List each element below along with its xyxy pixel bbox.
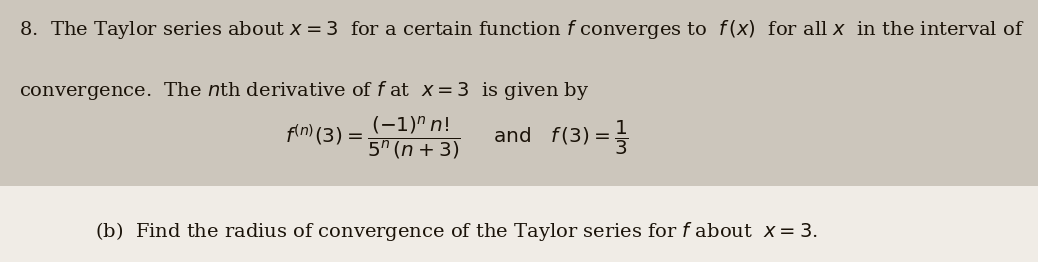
Text: convergence.  The $n$th derivative of $f$ at  $x = 3$  is given by: convergence. The $n$th derivative of $f$… xyxy=(19,79,589,102)
Text: $f^{(n)}(3) = \dfrac{(-1)^n\, n!}{5^n\,(n+3)}$     $\mathrm{and}$   $f\,(3) = \d: $f^{(n)}(3) = \dfrac{(-1)^n\, n!}{5^n\,(… xyxy=(284,114,629,161)
FancyBboxPatch shape xyxy=(0,186,1038,262)
Text: 8.  The Taylor series about $x = 3$  for a certain function $f$ converges to  $f: 8. The Taylor series about $x = 3$ for a… xyxy=(19,18,1025,41)
Text: (b)  Find the radius of convergence of the Taylor series for $f$ about  $x = 3$.: (b) Find the radius of convergence of th… xyxy=(95,220,818,243)
